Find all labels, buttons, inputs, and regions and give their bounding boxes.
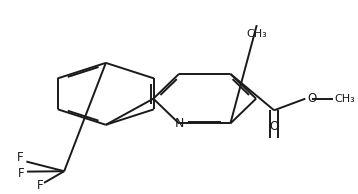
Text: O: O [270,120,279,133]
Text: CH₃: CH₃ [246,29,267,39]
Text: F: F [17,151,23,164]
Text: CH₃: CH₃ [335,94,355,104]
Text: N: N [174,117,184,130]
Text: F: F [37,179,43,192]
Text: O: O [307,92,316,105]
Text: F: F [18,167,24,180]
